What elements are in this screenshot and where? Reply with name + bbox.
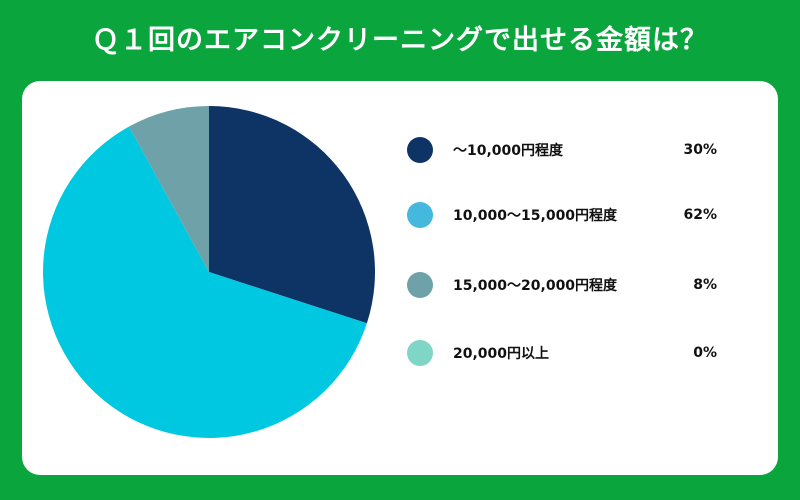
legend-label: 10,000～15,000円程度	[453, 208, 618, 224]
legend-percent: 0%	[693, 345, 717, 361]
pie-slice-1	[42, 126, 367, 438]
page-title: Ｑ１回のエアコンクリーニングで出せる金額は？	[92, 25, 708, 56]
legend-swatch	[407, 272, 433, 298]
pie-chart	[42, 106, 375, 438]
legend-percent: 62%	[683, 207, 717, 223]
legend-label: 20,000円以上	[453, 346, 550, 362]
legend-item: 15,000～20,000円程度 8%	[407, 271, 717, 299]
legend-item: 20,000円以上 0%	[407, 339, 717, 367]
legend-swatch	[407, 137, 433, 163]
legend-percent: 30%	[683, 142, 717, 158]
legend-label: 15,000～20,000円程度	[453, 278, 618, 294]
legend-swatch	[407, 340, 433, 366]
chart-card: ～10,000円程度 30% 10,000～15,000円程度 62% 15,0…	[22, 81, 778, 475]
legend-item: 10,000～15,000円程度 62%	[407, 201, 717, 229]
pie-slice-0	[209, 106, 375, 324]
legend-item: ～10,000円程度 30%	[407, 136, 717, 164]
pie-slice-2	[129, 106, 209, 272]
legend-swatch	[407, 202, 433, 228]
legend-percent: 8%	[693, 277, 717, 293]
legend-label: ～10,000円程度	[453, 143, 564, 159]
